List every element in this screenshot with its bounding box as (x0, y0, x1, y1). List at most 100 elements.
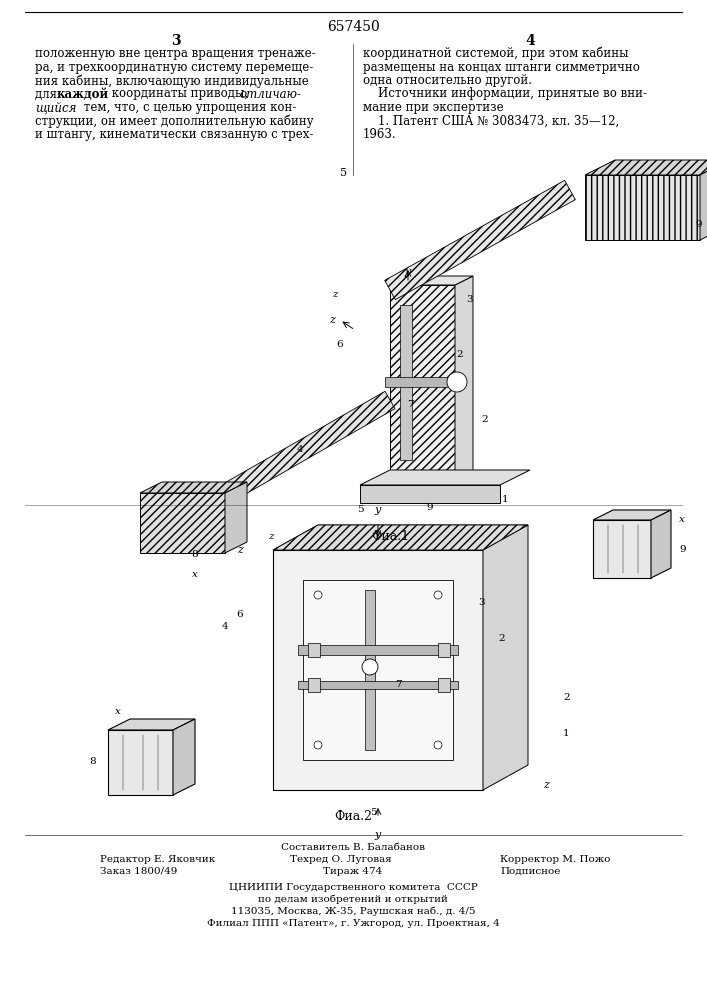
Text: 1: 1 (563, 729, 570, 738)
Text: щийся: щийся (35, 101, 76, 114)
Circle shape (362, 659, 378, 675)
Text: ния кабины, включающую индивидуальные: ния кабины, включающую индивидуальные (35, 74, 309, 88)
Text: 9: 9 (695, 220, 701, 229)
Text: 4: 4 (221, 622, 228, 631)
Polygon shape (360, 485, 500, 503)
Circle shape (447, 372, 467, 392)
Text: одна относительно другой.: одна относительно другой. (363, 74, 532, 87)
Text: y: y (375, 505, 381, 515)
Text: отличаю-: отличаю- (240, 88, 302, 101)
Polygon shape (390, 285, 455, 480)
Polygon shape (593, 520, 651, 578)
Text: Корректор М. Пожо: Корректор М. Пожо (500, 855, 610, 864)
Text: z: z (268, 532, 274, 541)
Text: ра, и трехкоординатную систему перемеще-: ра, и трехкоординатную систему перемеще- (35, 60, 313, 74)
Polygon shape (210, 391, 395, 509)
Text: z: z (543, 780, 549, 790)
Text: 5: 5 (340, 168, 347, 178)
Text: Техред О. Луговая: Техред О. Луговая (290, 855, 392, 864)
Text: 7: 7 (407, 400, 414, 409)
Text: 3: 3 (171, 34, 181, 48)
Text: 5: 5 (357, 505, 363, 514)
Text: тем, что, с целью упрощения кон-: тем, что, с целью упрощения кон- (80, 101, 296, 114)
Polygon shape (308, 643, 320, 657)
Polygon shape (140, 482, 247, 493)
Text: z: z (332, 290, 338, 299)
Text: 2: 2 (457, 350, 463, 359)
Text: 1: 1 (502, 495, 508, 504)
Text: координаты приводы,: координаты приводы, (108, 88, 252, 101)
Polygon shape (585, 160, 707, 175)
Text: Филиал ППП «Патент», г. Ужгород, ул. Проектная, 4: Филиал ППП «Патент», г. Ужгород, ул. Про… (206, 919, 499, 928)
Polygon shape (438, 643, 450, 657)
Text: y: y (375, 830, 381, 840)
Text: 6: 6 (236, 610, 243, 619)
Circle shape (314, 741, 322, 749)
Text: 3: 3 (467, 295, 473, 304)
Polygon shape (360, 470, 530, 485)
Text: ЦНИИПИ Государственного комитета  СССР: ЦНИИПИ Государственного комитета СССР (228, 883, 477, 892)
Text: Подписное: Подписное (500, 867, 561, 876)
Polygon shape (700, 160, 707, 240)
Text: 2: 2 (481, 415, 489, 424)
Polygon shape (108, 719, 195, 730)
Text: x: x (679, 515, 685, 524)
Polygon shape (308, 678, 320, 692)
Text: 1. Патент США № 3083473, кл. 35—12,: 1. Патент США № 3083473, кл. 35—12, (363, 114, 619, 127)
Text: каждой: каждой (57, 88, 109, 101)
Text: z: z (329, 315, 335, 325)
Polygon shape (298, 681, 458, 689)
Polygon shape (390, 276, 473, 285)
Polygon shape (225, 482, 247, 553)
Circle shape (314, 591, 322, 599)
Text: Фиа.1: Фиа.1 (371, 530, 409, 543)
Polygon shape (400, 305, 412, 460)
Text: 8: 8 (89, 758, 96, 766)
Text: по делам изобретений и открытий: по делам изобретений и открытий (258, 895, 448, 904)
Text: z: z (237, 545, 243, 555)
Text: 3: 3 (478, 598, 484, 607)
Text: 5: 5 (370, 808, 376, 817)
Text: мание при экспертизе: мание при экспертизе (363, 101, 503, 114)
Text: 2: 2 (498, 634, 505, 643)
Polygon shape (438, 678, 450, 692)
Polygon shape (273, 525, 528, 550)
Text: положенную вне центра вращения тренаже-: положенную вне центра вращения тренаже- (35, 47, 315, 60)
Text: Составитель В. Балабанов: Составитель В. Балабанов (281, 843, 425, 852)
Text: Источники информации, принятые во вни-: Источники информации, принятые во вни- (363, 88, 647, 101)
Text: размещены на концах штанги симметрично: размещены на концах штанги симметрично (363, 60, 640, 74)
Text: и штангу, кинематически связанную с трех-: и штангу, кинематически связанную с трех… (35, 128, 313, 141)
Text: 8: 8 (192, 550, 198, 559)
Text: Тираж 474: Тираж 474 (323, 867, 382, 876)
Polygon shape (173, 719, 195, 795)
Polygon shape (298, 645, 458, 655)
Polygon shape (273, 525, 528, 550)
Text: x: x (115, 707, 121, 716)
Text: 4: 4 (297, 445, 303, 454)
Polygon shape (385, 180, 575, 300)
Polygon shape (593, 510, 671, 520)
Polygon shape (585, 175, 700, 240)
Text: 7: 7 (395, 680, 402, 689)
Text: 113035, Москва, Ж-35, Раушская наб., д. 4/5: 113035, Москва, Ж-35, Раушская наб., д. … (230, 907, 475, 916)
Polygon shape (651, 510, 671, 578)
Text: 4: 4 (525, 34, 535, 48)
Text: для: для (35, 88, 61, 101)
Polygon shape (455, 276, 473, 480)
Circle shape (434, 741, 442, 749)
Polygon shape (483, 525, 528, 790)
Text: Редактор Е. Яковчик: Редактор Е. Яковчик (100, 855, 215, 864)
Polygon shape (108, 730, 173, 795)
Polygon shape (365, 590, 375, 750)
Polygon shape (385, 377, 460, 387)
Text: струкции, он имеет дополнительную кабину: струкции, он имеет дополнительную кабину (35, 114, 314, 128)
Text: 1963.: 1963. (363, 128, 397, 141)
Text: x: x (192, 570, 198, 579)
Text: Фиа.2: Фиа.2 (334, 810, 372, 823)
Circle shape (434, 591, 442, 599)
Text: 657450: 657450 (327, 20, 380, 34)
Polygon shape (273, 550, 483, 790)
Polygon shape (303, 580, 453, 760)
Text: координатной системой, при этом кабины: координатной системой, при этом кабины (363, 47, 629, 60)
Text: y: y (405, 267, 411, 277)
